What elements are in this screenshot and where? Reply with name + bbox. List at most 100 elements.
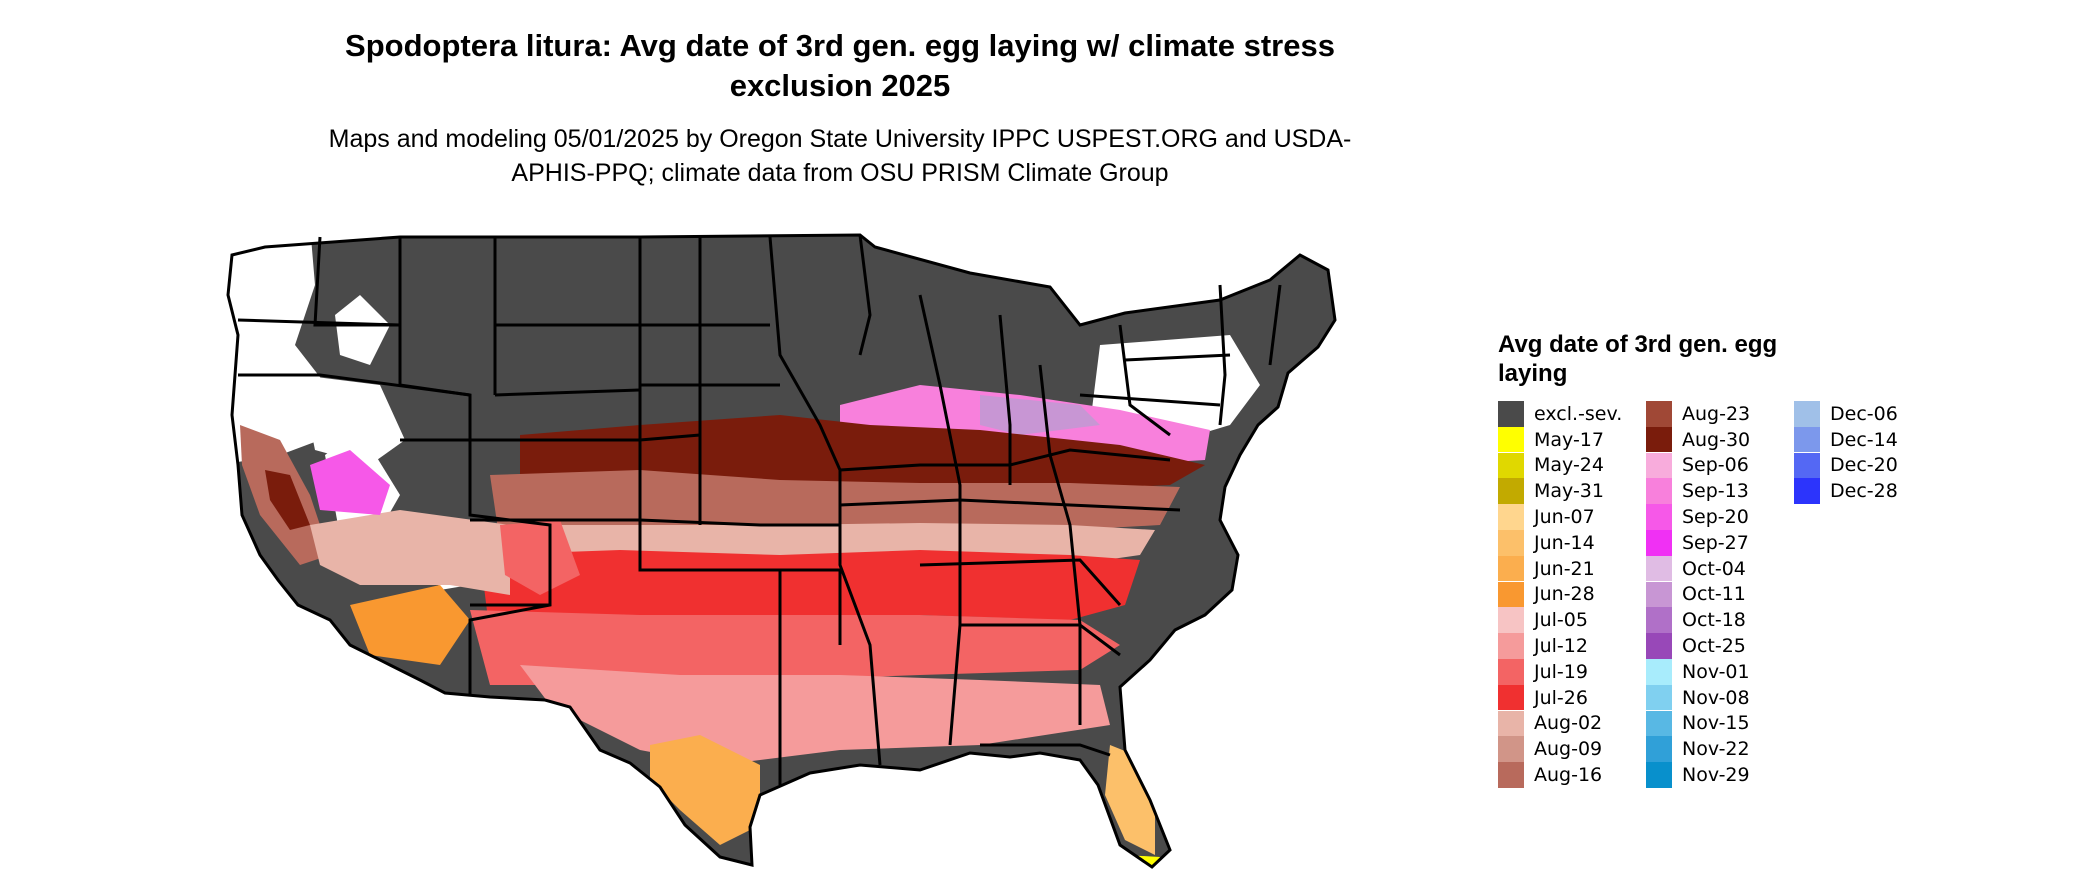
legend-swatch [1794,426,1820,453]
legend-label: Nov-15 [1682,712,1750,735]
legend-item: excl.-sev. [1498,401,1622,427]
legend-label: Sep-06 [1682,454,1749,477]
legend-item: Aug-09 [1498,736,1602,762]
legend-label: Dec-20 [1830,454,1898,477]
legend-label: Jul-26 [1534,686,1588,709]
legend-label: Oct-04 [1682,557,1746,580]
legend-swatch [1498,659,1524,685]
legend-swatch [1646,762,1672,788]
legend-item: Sep-27 [1646,530,1749,556]
band-jun21 [650,735,760,845]
legend-swatch [1794,401,1820,427]
legend-swatch [1646,736,1672,762]
legend-item: Jun-07 [1498,504,1595,530]
legend-label: Aug-09 [1534,738,1603,761]
legend-swatch [1794,478,1820,504]
band-jul12 [520,665,1110,765]
legend-item: Jul-12 [1498,633,1588,659]
band-jul19-tx [500,520,580,595]
legend-label: Oct-18 [1682,609,1746,632]
legend-label: Sep-20 [1682,505,1749,528]
legend-item: Aug-30 [1646,426,1751,453]
legend-item: Jun-14 [1498,530,1595,556]
legend-label: Dec-14 [1830,428,1898,451]
legend-item: Sep-20 [1646,504,1749,530]
legend-label: May-24 [1534,454,1604,477]
legend-swatch [1498,504,1524,530]
legend-item: Nov-22 [1646,736,1750,762]
legend-label: Oct-25 [1682,634,1746,657]
legend-swatch [1498,426,1524,453]
legend-label: Jul-05 [1534,609,1588,632]
us-phenology-map [226,233,1337,869]
legend-label: Aug-16 [1534,763,1603,786]
legend-label: Nov-22 [1682,738,1750,761]
legend-swatch [1646,530,1672,556]
legend-swatch [1646,710,1672,737]
legend-label: May-31 [1534,480,1604,503]
legend-swatch [1646,581,1672,608]
legend-swatch [1646,633,1672,659]
legend-item: Jul-26 [1498,684,1588,711]
legend-item: Dec-20 [1794,452,1898,479]
band-sep20-sw [310,450,390,515]
legend-item: Oct-04 [1646,555,1746,582]
legend-label: Sep-13 [1682,480,1749,503]
legend-swatch [1498,401,1524,427]
legend-swatch [1646,452,1672,479]
legend-item: Dec-28 [1794,478,1898,504]
legend-swatch [1498,710,1524,737]
legend-swatch [1794,452,1820,479]
legend-item: Jul-19 [1498,659,1588,685]
legend-swatch [1498,633,1524,659]
legend-item: Dec-14 [1794,426,1898,453]
legend-swatch [1646,478,1672,504]
legend-label: Jul-12 [1534,634,1588,657]
legend-label: Jun-21 [1534,557,1595,580]
legend-item: Nov-15 [1646,710,1750,737]
legend-item: Nov-08 [1646,684,1750,711]
legend-label: Dec-28 [1830,480,1898,503]
legend-swatch [1646,504,1672,530]
legend-item: Oct-11 [1646,581,1746,608]
legend-swatch [1498,452,1524,479]
legend-title: Avg date of 3rd gen. egg laying [1498,331,1778,387]
map-title: Spodoptera litura: Avg date of 3rd gen. … [345,28,1335,103]
legend-item: Nov-01 [1646,659,1750,685]
legend-item: Sep-13 [1646,478,1749,504]
legend-swatch [1498,555,1524,582]
legend-swatch [1498,478,1524,504]
legend-item: May-17 [1498,426,1604,453]
legend-swatch [1646,401,1672,427]
legend-item: Aug-02 [1498,710,1603,737]
band-jun28-az [350,585,470,665]
legend-item: Aug-23 [1646,401,1750,427]
legend-label: Jul-19 [1534,660,1588,683]
legend-item: Aug-16 [1498,762,1602,788]
legend-swatch [1498,736,1524,762]
legend-label: Oct-11 [1682,583,1746,606]
legend: Avg date of 3rd gen. egg laying excl.-se… [1498,330,1918,801]
legend-item: Nov-29 [1646,762,1750,788]
legend-swatch [1646,659,1672,685]
legend-label: Jun-14 [1534,531,1595,554]
legend-item: Jun-21 [1498,555,1595,582]
legend-item: Oct-25 [1646,633,1746,659]
legend-label: May-17 [1534,428,1604,451]
legend-swatch [1498,607,1524,633]
legend-label: Aug-23 [1682,402,1751,425]
legend-swatch [1646,426,1672,453]
map-fill [228,235,1335,867]
legend-swatch [1498,581,1524,608]
legend-swatch [1646,555,1672,582]
legend-item: May-24 [1498,452,1604,479]
legend-label: Sep-27 [1682,531,1749,554]
legend-label: Jun-28 [1534,583,1595,606]
legend-grid: excl.-sev. May-17 May-24 May-31 Jun-07 Jun-14… [1498,401,1918,801]
band-aug30-ca [265,470,310,530]
legend-swatch [1498,684,1524,711]
state-borders [226,233,1337,869]
legend-label: Jun-07 [1534,505,1595,528]
legend-label: Aug-02 [1534,712,1603,735]
legend-label: Aug-30 [1682,428,1751,451]
